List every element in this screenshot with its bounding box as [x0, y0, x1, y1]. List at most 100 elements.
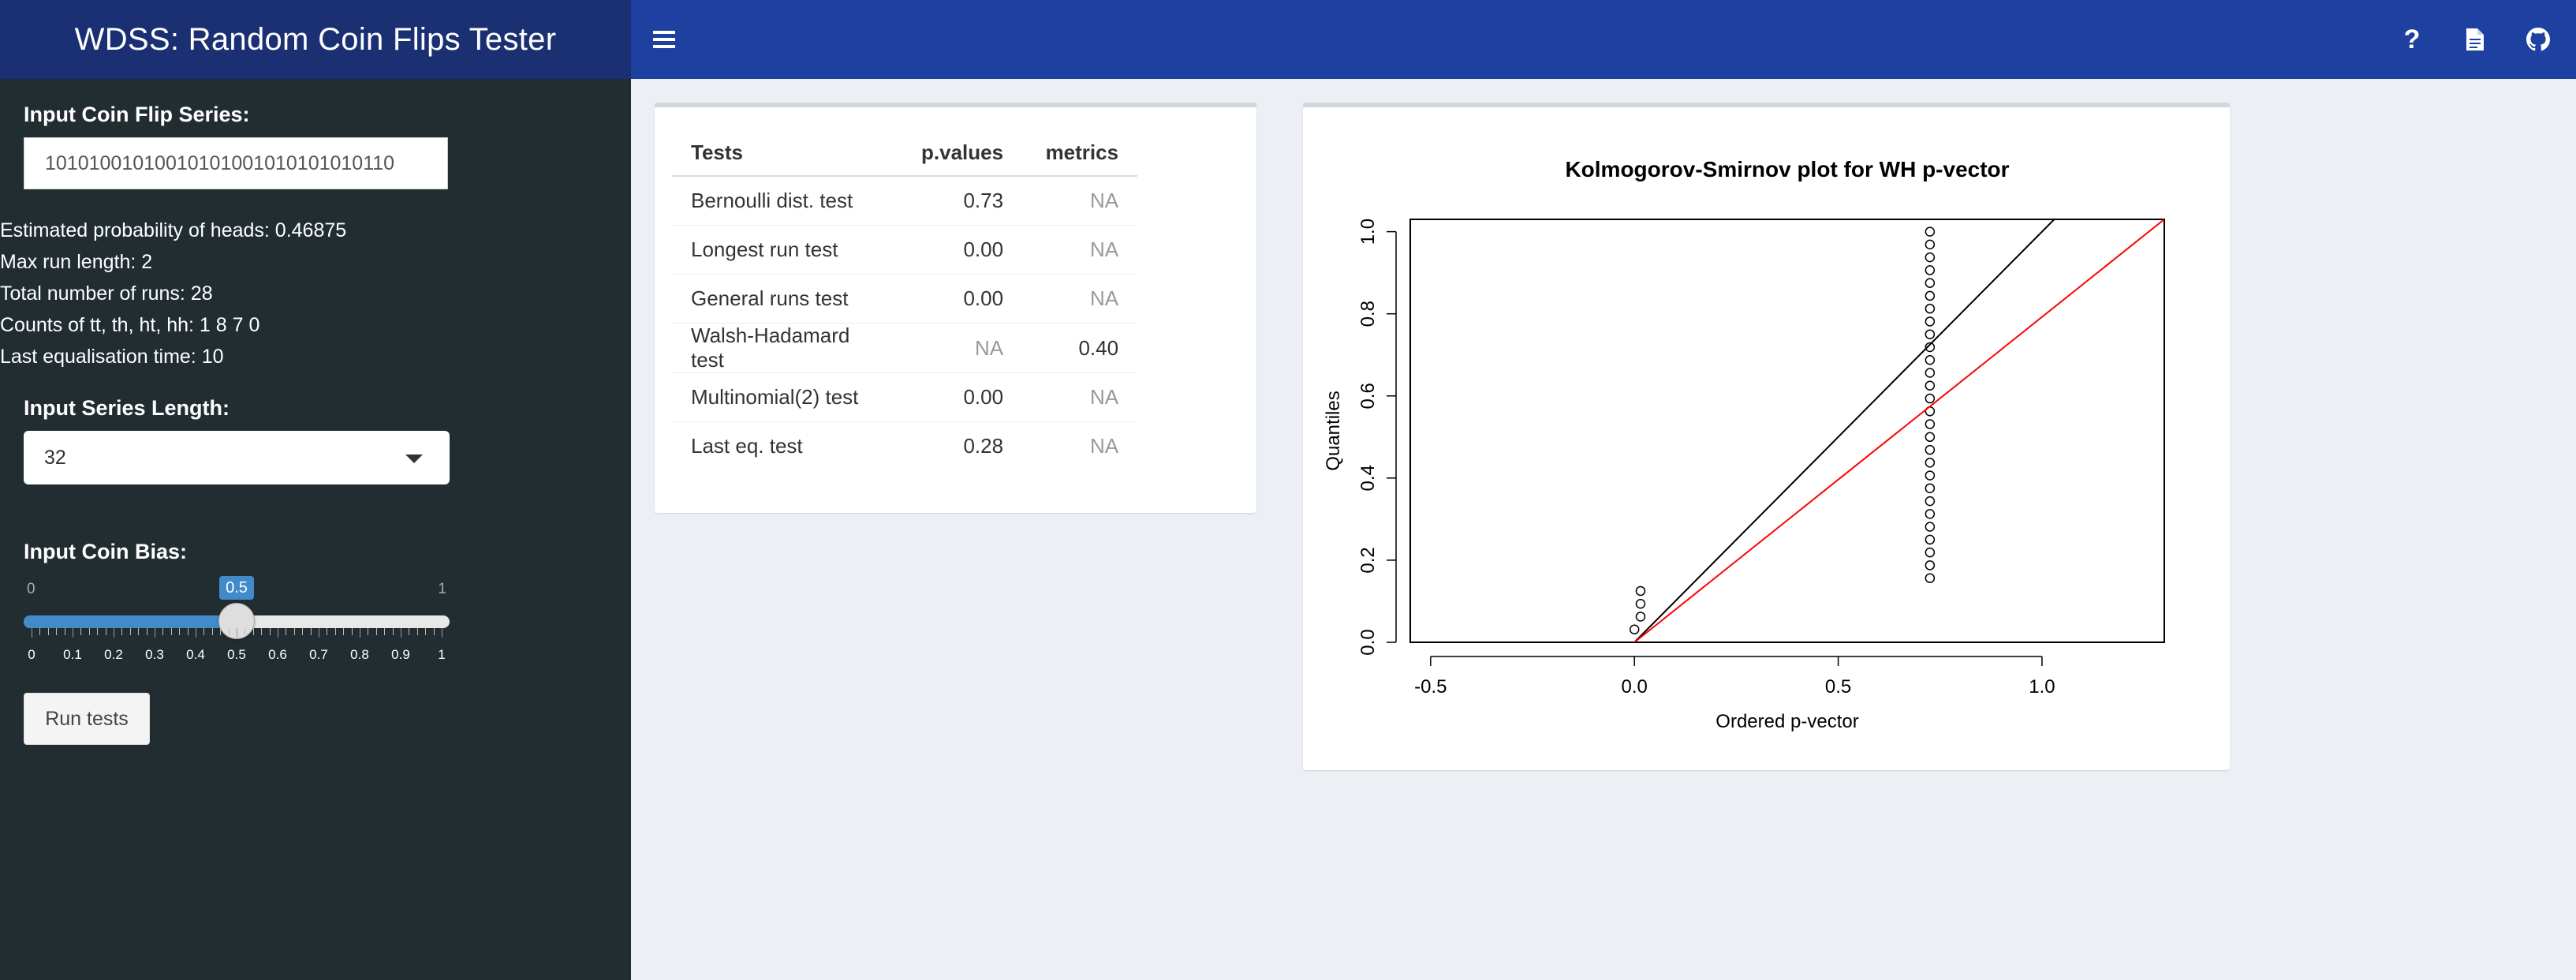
y-tick-label: 0.8 — [1357, 301, 1379, 327]
column-header-metrics: metrics — [1022, 129, 1138, 177]
slider-tick — [88, 628, 90, 635]
data-point — [1925, 534, 1936, 545]
slider-tick — [39, 628, 41, 635]
data-point — [1925, 329, 1936, 339]
coin-bias-slider[interactable]: 0 1 0.5 0 0.1 0.2 0.3 0.4 0.5 0.6 0.7 0.8 0.9 1 — [24, 492, 450, 682]
slider-tick — [433, 628, 435, 635]
slider-tick — [56, 628, 58, 635]
slider-tick — [334, 628, 336, 635]
chevron-down-icon — [405, 454, 423, 463]
test-name-cell: Walsh-Hadamard test — [672, 323, 902, 373]
slider-tick — [162, 628, 164, 635]
column-header-pvalues: p.values — [902, 129, 1023, 177]
slider-tick-label: 0.1 — [63, 647, 82, 662]
slider-tick — [129, 628, 131, 635]
slider-tick — [121, 628, 123, 635]
slider-tick — [302, 628, 304, 635]
chart-title: Kolmogorov-Smirnov plot for WH p-vector — [1565, 157, 2009, 181]
slider-tick — [80, 628, 82, 635]
series-length-select[interactable]: 32 — [24, 431, 450, 484]
series-length-label: Input Series Length: — [24, 396, 230, 420]
data-point — [1925, 342, 1936, 353]
y-axis-label: Quantiles — [1323, 391, 1344, 470]
data-point — [1925, 303, 1936, 314]
table-row: Multinomial(2) test 0.00 NA — [672, 372, 1138, 422]
slider-tick — [138, 628, 140, 635]
slider-tick — [47, 628, 49, 635]
table-row: Walsh-Hadamard test NA 0.40 — [672, 323, 1138, 373]
stat-last-equalisation: Last equalisation time: 10 — [0, 346, 224, 368]
data-point — [1925, 278, 1936, 288]
metric-cell: NA — [1022, 175, 1138, 226]
slider-tick — [375, 628, 377, 635]
metric-cell: NA — [1022, 225, 1138, 275]
slider-min-label: 0 — [27, 581, 35, 597]
slider-tick-label: 0.5 — [227, 647, 246, 662]
slider-tick — [384, 628, 386, 635]
data-point — [1925, 226, 1936, 237]
slider-tick-label: 0 — [28, 647, 35, 662]
app-title[interactable]: WDSS: Random Coin Flips Tester — [0, 0, 631, 79]
data-point — [1925, 509, 1936, 519]
data-point — [1925, 483, 1936, 494]
data-point — [1925, 290, 1936, 301]
slider-tick — [392, 628, 394, 635]
slider-tick — [269, 628, 271, 635]
data-point — [1925, 252, 1936, 263]
slider-tick — [252, 628, 254, 635]
pvalue-cell: 0.73 — [902, 175, 1023, 226]
slider-tick — [170, 628, 172, 635]
slider-tick — [179, 628, 181, 635]
metric-cell: NA — [1022, 421, 1138, 470]
stat-probability-heads: Estimated probability of heads: 0.46875 — [0, 219, 347, 241]
question-icon[interactable]: ? — [2403, 24, 2421, 54]
test-name-cell: Longest run test — [672, 225, 902, 275]
data-point — [1925, 470, 1936, 481]
pvalue-cell: NA — [902, 323, 1023, 373]
data-point — [1925, 393, 1936, 404]
results-box: Tests p.values metrics Bernoulli dist. t… — [655, 103, 1256, 513]
slider-tick — [97, 628, 99, 635]
column-header-tests: Tests — [672, 129, 902, 177]
data-point — [1925, 458, 1936, 468]
slider-value-bubble: 0.5 — [219, 576, 254, 600]
pvalue-cell: 0.00 — [902, 225, 1023, 275]
data-point — [1925, 368, 1936, 378]
y-tick-label: 0.4 — [1357, 465, 1379, 491]
results-table-body: Bernoulli dist. test 0.73 NA Longest run te… — [672, 175, 1138, 470]
data-point — [1925, 239, 1936, 250]
slider-tick — [228, 628, 230, 635]
slider-tick — [343, 628, 345, 635]
table-row: Last eq. test 0.28 NA — [672, 421, 1138, 470]
flip-series-input[interactable]: 10101001010010101001010101010110 — [24, 137, 448, 189]
sidebar: Input Coin Flip Series: 1010100101001010… — [0, 79, 631, 980]
stat-pair-counts: Counts of tt, th, ht, hh: 1 8 7 0 — [0, 314, 260, 336]
data-point — [1925, 573, 1936, 583]
data-point — [1635, 598, 1646, 609]
table-header-row: Tests p.values metrics — [672, 129, 1138, 177]
data-point — [1925, 547, 1936, 558]
slider-tick-label: 0.7 — [309, 647, 328, 662]
pvalue-cell: 0.00 — [902, 274, 1023, 324]
black-reference-line — [1633, 219, 2055, 642]
data-point — [1925, 380, 1936, 391]
data-point — [1925, 432, 1936, 443]
data-point — [1925, 496, 1936, 507]
slider-tick — [261, 628, 263, 635]
slider-tick — [203, 628, 205, 635]
test-name-cell: General runs test — [672, 274, 902, 324]
test-name-cell: Last eq. test — [672, 421, 902, 470]
data-point — [1925, 444, 1936, 455]
x-tick-label: 1.0 — [2029, 676, 2055, 698]
y-tick-label: 1.0 — [1357, 219, 1379, 245]
run-tests-button[interactable]: Run tests — [24, 693, 150, 745]
top-navbar: ? — [631, 0, 2576, 79]
document-icon[interactable] — [2443, 0, 2507, 79]
data-point — [1635, 585, 1646, 597]
hamburger-icon[interactable] — [633, 0, 696, 79]
y-tick-label: 0.0 — [1357, 629, 1379, 655]
data-point — [1925, 354, 1936, 365]
github-icon[interactable] — [2507, 0, 2570, 79]
red-reference-line — [1633, 219, 2164, 642]
slider-tick — [351, 628, 353, 635]
